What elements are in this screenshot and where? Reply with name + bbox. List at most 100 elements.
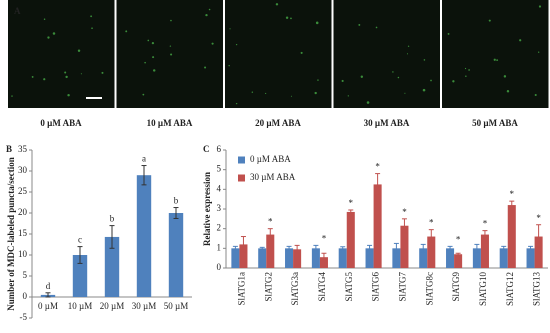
fluorescent-dot: [358, 23, 361, 26]
fluorescent-dot: [208, 8, 211, 11]
bar: [419, 248, 428, 268]
x-tick-label: SlATG9: [451, 272, 461, 302]
significance-label: b: [110, 214, 115, 224]
significance-label: d: [46, 281, 51, 291]
micrograph: [116, 0, 223, 108]
bar: [534, 236, 543, 268]
fluorescent-dot: [423, 59, 426, 61]
significance-label: *: [429, 218, 434, 228]
y-tick-label: 5: [23, 270, 28, 280]
x-tick-label: 10 µM: [68, 301, 92, 311]
fluorescent-dot: [506, 89, 510, 93]
fluorescent-dot: [228, 64, 230, 67]
fluorescent-dot: [144, 61, 146, 64]
bar: [72, 255, 88, 297]
fluorescent-dot: [493, 58, 496, 61]
fluorescent-dot: [80, 73, 82, 75]
x-tick-label: SlATG2: [263, 272, 273, 302]
fluorescent-dot: [170, 19, 172, 22]
y-tick-label: 1: [217, 242, 222, 252]
fluorescent-dot: [468, 69, 470, 71]
bar: [311, 248, 320, 268]
y-tick-label: 0: [23, 291, 28, 301]
fluorescent-dot: [538, 51, 540, 53]
fluorescent-dot: [275, 3, 279, 6]
y-tick-label: 3: [217, 203, 222, 213]
fluorescent-dot: [366, 101, 370, 104]
y-tick-label: 6: [217, 144, 222, 154]
x-tick-label: SlATG8c: [424, 272, 434, 306]
significance-label: *: [510, 189, 515, 199]
fluorescent-dot: [11, 95, 13, 97]
x-tick-label: SlATG1a: [236, 272, 246, 306]
fluorescent-dot: [317, 79, 319, 81]
fluorescent-dot: [406, 53, 409, 55]
fluorescent-dot: [360, 75, 364, 78]
fluorescent-dot: [152, 69, 156, 72]
fluorescent-dot: [347, 95, 349, 97]
fluorescent-dot: [152, 56, 155, 59]
y-tick-label: -5: [20, 312, 28, 322]
fluorescent-dot: [90, 15, 93, 18]
bar: [480, 234, 489, 268]
y-tick-label: 10: [18, 249, 28, 259]
fluorescent-dot: [300, 51, 303, 54]
micrograph: [333, 0, 440, 108]
x-tick-label: SlATG6: [371, 272, 381, 302]
x-tick-label: 0 µM: [38, 301, 58, 311]
fluorescent-dot: [67, 93, 70, 97]
y-tick-label: 25: [18, 186, 28, 196]
y-tick-label: 35: [18, 144, 28, 154]
legend-label: 30 µM ABA: [250, 172, 296, 182]
fluorescent-dot: [125, 30, 128, 33]
x-tick-label: 20 µM: [100, 301, 124, 311]
fluorescent-dot: [285, 16, 289, 20]
fluorescent-dot: [290, 17, 292, 20]
fluorescent-dot: [538, 5, 542, 8]
y-tick-label: 15: [18, 228, 28, 238]
fluorescent-dot: [204, 66, 207, 69]
significance-label: *: [402, 207, 407, 217]
x-tick-label: SlATG3a: [290, 272, 300, 306]
panel-label: A: [14, 6, 21, 16]
significance-label: a: [142, 154, 146, 164]
fluorescent-dot: [151, 42, 155, 45]
fluorescent-dot: [205, 13, 208, 17]
fluorescent-dot: [422, 88, 426, 92]
fluorescent-dot: [101, 71, 104, 74]
bar: [346, 211, 355, 268]
bar: [285, 248, 294, 268]
significance-label: *: [483, 219, 488, 229]
micrograph: [225, 0, 332, 108]
fluorescent-dot: [65, 75, 68, 79]
bar: [499, 248, 508, 268]
fluorescent-dot: [503, 75, 507, 78]
fluorescent-dot: [404, 92, 406, 94]
x-tick-label: SlATG5: [344, 272, 354, 302]
x-tick-label: SlATG7: [397, 272, 407, 302]
bar: [239, 244, 248, 268]
bar: [266, 234, 275, 268]
fluorescent-dot: [64, 71, 67, 74]
image-label: 50 µM ABA: [472, 118, 518, 128]
fluorescent-dot: [430, 79, 432, 82]
y-tick-label: 4: [217, 183, 222, 193]
bar: [472, 248, 481, 268]
bar: [446, 248, 455, 268]
significance-label: *: [536, 213, 541, 223]
fluorescent-dot: [147, 39, 150, 42]
fluorescent-dot: [452, 80, 455, 83]
fluorescent-dot: [31, 76, 34, 78]
bar: [104, 236, 120, 297]
y-tick-label: 2: [217, 223, 222, 233]
x-tick-label: SlATG4: [317, 272, 327, 302]
significance-label: c: [78, 235, 82, 245]
fluorescent-dot: [407, 45, 410, 47]
fluorescent-dot: [43, 78, 46, 81]
fluorescent-dot: [52, 32, 56, 35]
bar: [526, 248, 535, 268]
bar: [507, 205, 516, 268]
fluorescent-dot: [314, 91, 317, 95]
fluorescent-dot: [235, 44, 238, 46]
